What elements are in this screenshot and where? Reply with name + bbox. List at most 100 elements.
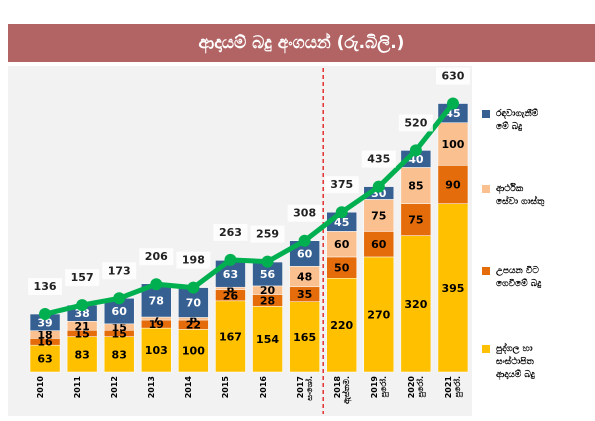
bar-segment xyxy=(215,300,246,373)
total-label-bg xyxy=(287,204,322,222)
segment-label: 21 xyxy=(74,320,89,333)
legend-item: රඳවාගැනීම් මේ බදු xyxy=(482,108,538,134)
segment-label: 165 xyxy=(293,331,316,344)
bar-segment xyxy=(178,329,209,373)
segment-label: 38 xyxy=(74,307,89,320)
segment-label: 220 xyxy=(330,319,353,332)
segment-label: 15 xyxy=(112,321,127,334)
segment-label: 83 xyxy=(112,348,127,361)
bar-segment xyxy=(437,122,469,166)
total-point xyxy=(39,308,52,321)
segment-label: 16 xyxy=(37,336,53,349)
total-label-bg xyxy=(250,225,285,243)
total-label: 435 xyxy=(367,153,390,166)
chart-title: ආදායම් බදු අංගයන් (රු.බිලි.) xyxy=(8,24,595,62)
segment-label: 26 xyxy=(223,289,239,302)
segment-label: 100 xyxy=(182,345,205,358)
legend-swatch xyxy=(482,110,490,118)
total-label-bg xyxy=(361,150,396,168)
total-point xyxy=(446,97,459,110)
segment-label: 167 xyxy=(219,330,242,343)
total-label-bg xyxy=(102,262,137,280)
segment-label: 45 xyxy=(334,216,349,229)
segment-label: 83 xyxy=(74,348,89,361)
total-point xyxy=(298,234,311,247)
segment-label: 320 xyxy=(404,298,427,311)
total-label: 198 xyxy=(182,254,205,267)
total-label-bg xyxy=(139,248,174,266)
segment-label: 100 xyxy=(441,138,464,151)
total-label: 157 xyxy=(71,271,94,284)
segment-label: 395 xyxy=(441,282,464,295)
total-point xyxy=(409,144,422,157)
total-label-bg xyxy=(213,223,248,241)
segment-label: 75 xyxy=(371,209,386,222)
bar-segment xyxy=(252,306,283,373)
bar-segment xyxy=(326,277,357,373)
total-label-bg xyxy=(28,278,63,296)
segment-label: 19 xyxy=(149,318,164,331)
bar-segment xyxy=(363,199,395,232)
segment-label: 60 xyxy=(371,238,387,251)
total-label: 520 xyxy=(404,116,427,129)
total-point xyxy=(113,292,126,305)
x-tick-label: 2018 ඇස්තම. xyxy=(332,376,351,404)
bar-segment xyxy=(66,336,98,373)
segment-label: 6 xyxy=(227,282,235,295)
x-tick-label: 2011 xyxy=(73,376,83,399)
total-point xyxy=(261,255,274,268)
segment-label: 35 xyxy=(297,288,312,301)
legend-swatch xyxy=(482,267,490,275)
total-label: 206 xyxy=(145,250,168,263)
segment-label: 270 xyxy=(367,308,390,321)
segment-label: 154 xyxy=(256,333,279,346)
legend-item: පුද්ගල හා සංස්ථාපිත ආදායම් බදු xyxy=(482,343,535,382)
total-label: 375 xyxy=(330,178,353,191)
total-label-bg xyxy=(398,114,433,132)
segment-label: 78 xyxy=(149,294,164,307)
x-tick-label: 2021 පුරෝ. xyxy=(443,376,462,399)
x-tick-label: 2017 සංශෝ. xyxy=(295,376,314,401)
segment-label: 28 xyxy=(260,294,275,307)
segment-label: 90 xyxy=(445,178,461,191)
segment-label: 20 xyxy=(260,284,276,297)
bar-segment xyxy=(400,167,432,204)
total-point xyxy=(76,299,89,312)
x-tick-label: 2015 xyxy=(221,376,231,399)
segment-label: 60 xyxy=(334,238,350,251)
x-tick-label: 2010 xyxy=(36,376,46,399)
segment-label: 15 xyxy=(112,327,127,340)
x-tick-label: 2013 xyxy=(147,376,157,399)
segment-label: 63 xyxy=(37,353,52,366)
bar-segment xyxy=(141,327,172,373)
segment-label: 15 xyxy=(74,327,89,340)
x-tick-label: 2019 පුරෝ. xyxy=(369,376,388,399)
legend-item: ආර්ථික සේවා ගාස්තු xyxy=(482,183,544,209)
bar-segment xyxy=(400,235,432,373)
segment-label: 39 xyxy=(37,316,52,329)
total-label-bg xyxy=(176,251,211,269)
bar-segment xyxy=(326,231,357,258)
segment-label: 6 xyxy=(190,313,198,326)
total-label: 308 xyxy=(293,207,316,220)
total-point xyxy=(187,281,200,294)
segment-label: 50 xyxy=(334,262,350,275)
segment-label: 60 xyxy=(297,248,313,261)
total-label-bg xyxy=(324,176,359,194)
segment-label: 70 xyxy=(186,297,202,310)
segment-label: 22 xyxy=(186,319,201,332)
bar-segment xyxy=(29,344,61,373)
legend-label: රඳවාගැනීම් මේ බදු xyxy=(496,109,539,132)
total-label: 630 xyxy=(441,70,464,83)
legend-label: ආර්ථික සේවා ගාස්තු xyxy=(496,184,545,207)
legend-swatch xyxy=(482,345,490,353)
total-label: 173 xyxy=(108,264,131,277)
total-point xyxy=(150,278,163,291)
bar-segment xyxy=(400,203,432,236)
segment-label: 48 xyxy=(297,271,312,284)
legend-label: පුද්ගල හා සංස්ථාපිත ආදායම් බදු xyxy=(496,344,535,380)
x-tick-label: 2016 xyxy=(258,376,268,399)
x-tick-label: 2012 xyxy=(110,376,120,399)
